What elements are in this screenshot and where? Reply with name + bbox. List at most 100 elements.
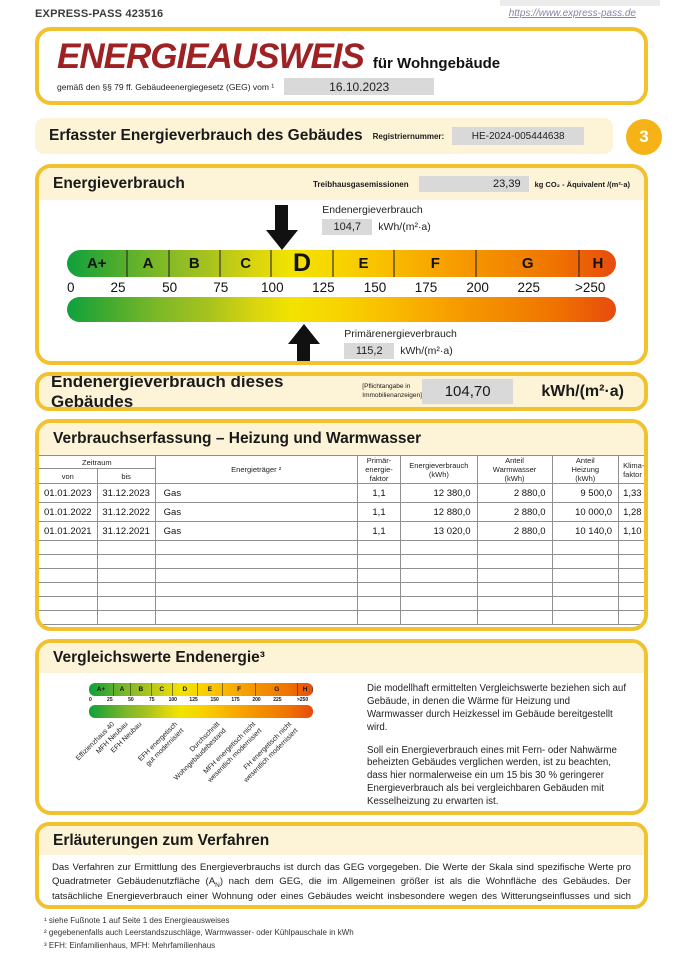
document-reference: EXPRESS-PASS 423516: [35, 8, 164, 20]
cell-heizung: 10 140,0: [551, 521, 620, 541]
certificate-subtitle: für Wohngebäude: [372, 55, 501, 72]
primary-energy-label: Primärenergieverbrauch: [344, 328, 457, 340]
cell-verbrauch: 13 020,0: [400, 521, 478, 541]
cell-klima: 1,10: [618, 521, 644, 541]
mini-energy-scale: A+ A B C D E F G H 0 25 50 75: [89, 683, 313, 718]
cell-klima: 1,33: [618, 483, 644, 503]
cell-von: 01.01.2021: [39, 521, 98, 541]
table-header-row-1: Zeitraum Energieträger ² Primär- energie…: [39, 454, 644, 484]
mini-class-a: A: [114, 683, 131, 696]
mini-class-aplus: A+: [89, 683, 115, 696]
col-anteil-warmwasser: Anteil Warmwasser (kWh): [476, 455, 553, 484]
class-segment-g: G: [477, 250, 580, 277]
mini-class-b: B: [131, 683, 152, 696]
consumption-table: Zeitraum Energieträger ² Primär- energie…: [39, 454, 644, 625]
brand-row: ENERGIEAUSWEIS für Wohngebäude: [57, 39, 626, 74]
explanation-body: Das Verfahren zur Ermittlung des Energie…: [39, 855, 644, 905]
cell-verbrauch: 12 880,0: [400, 502, 478, 522]
down-arrow-icon: [265, 205, 298, 250]
mini-class-g: G: [256, 683, 299, 696]
col-energietraeger: Energieträger ²: [154, 455, 358, 484]
table-title: Verbrauchserfassung – Heizung und Warmwa…: [53, 430, 422, 447]
mini-class-e: E: [198, 683, 223, 696]
cell-pef: 1,1: [356, 483, 402, 503]
class-segment-h: H: [592, 255, 604, 272]
tick-0: 0: [67, 280, 75, 295]
primary-energy-value: 115,2: [344, 343, 395, 359]
tick-75: 75: [213, 280, 229, 295]
ghg-unit: kg CO₂ - Äquivalent /(m²·a): [534, 179, 630, 189]
mini-tick: 0: [89, 697, 92, 703]
mini-tick: 225: [273, 697, 282, 703]
energy-scale: Endenergieverbrauch 104,7 kWh/(m²·a) A+ …: [67, 200, 616, 361]
consumption-table-box: Verbrauchserfassung – Heizung und Warmwa…: [35, 419, 648, 631]
class-segment-e: E: [334, 250, 396, 277]
mini-class-c: C: [152, 683, 173, 696]
footnote-1: ¹ siehe Fußnote 1 auf Seite 1 des Energi…: [44, 916, 230, 925]
title-box: ENERGIEAUSWEIS für Wohngebäude gemäß den…: [35, 27, 648, 105]
tick-250plus: >250: [574, 280, 606, 295]
col-anteil-heizung: Anteil Heizung (kWh): [551, 455, 620, 484]
col-zeitraum: Zeitraum: [39, 454, 156, 470]
primary-energy-pointer-area: Primärenergieverbrauch 115,2 kWh/(m²·a): [67, 322, 616, 361]
cell-warmwasser: 2 880,0: [476, 502, 553, 522]
explanation-text-1: Das Verfahren zur Ermittlung des Energie…: [52, 862, 631, 887]
col-bis: bis: [96, 468, 156, 484]
cell-von: 01.01.2022: [39, 502, 98, 522]
comparison-scale-area: A+ A B C D E F G H 0 25 50 75: [53, 683, 353, 811]
explanation-title: Erläuterungen zum Verfahren: [53, 831, 270, 849]
cell-klima: 1,28: [618, 502, 644, 522]
class-segment-d-current: D: [272, 250, 334, 277]
top-header: EXPRESS-PASS 423516 https://www.express-…: [35, 8, 654, 20]
registry-number-label: Registriernummer:: [372, 131, 445, 141]
mini-tick: 75: [148, 697, 155, 703]
mini-class-d: D: [173, 683, 198, 696]
cell-traeger: Gas: [154, 521, 358, 541]
end-energy-pointer-label: Endenergieverbrauch 104,7 kWh/(m²·a): [322, 204, 431, 235]
energy-class-band: A+ A B C D E F G H: [67, 250, 616, 277]
class-segment-c: C: [221, 250, 273, 277]
table-empty-row: [39, 582, 644, 597]
mini-class-h: H: [298, 683, 313, 696]
tick-50: 50: [162, 280, 178, 295]
cell-warmwasser: 2 880,0: [476, 521, 553, 541]
footnote-2: ² gegebenenfalls auch Leerstandszuschläg…: [44, 928, 354, 938]
mini-tick: 125: [189, 697, 198, 703]
class-segment-f: F: [395, 250, 478, 277]
issue-date-value: 16.10.2023: [284, 78, 435, 95]
provider-url-link[interactable]: https://www.express-pass.de: [508, 8, 636, 19]
cell-traeger: Gas: [154, 483, 358, 503]
primary-energy-gradient-bar: [67, 297, 616, 322]
mini-tick: 150: [210, 697, 219, 703]
comparison-box-header: Vergleichswerte Endenergie³: [39, 643, 644, 673]
table-header-row-2: von bis: [39, 468, 644, 484]
comparison-text-column: Die modellhaft ermittelten Vergleichswer…: [353, 683, 630, 811]
class-segment-aplus: A+: [67, 250, 129, 277]
cell-bis: 31.12.2022: [96, 502, 156, 522]
energy-consumption-box: Energieverbrauch Treibhausgasemissionen …: [35, 164, 648, 365]
table-row-2021: 01.01.2021 31.12.2021 Gas 1,1 13 020,0 2…: [39, 521, 644, 541]
banner-title: Endenergieverbrauch dieses Gebäudes: [51, 372, 284, 411]
comparison-paragraph-1: Die modellhaft ermittelten Vergleichswer…: [367, 683, 627, 733]
explanation-text-2: ) nach dem GEG, die im Allgemeinen größe…: [52, 875, 631, 905]
mini-tick-row: 0 25 50 75 100 125 150 175 200 225 >250: [89, 696, 313, 705]
table-empty-row: [39, 568, 644, 583]
comparison-box: Vergleichswerte Endenergie³ A+ A B C D E…: [35, 639, 648, 815]
comparison-title: Vergleichswerte Endenergie³: [53, 649, 265, 666]
cutoff-gray-box: [500, 0, 660, 6]
class-segment-a: A: [128, 250, 170, 277]
cell-von: 01.01.2023: [39, 483, 98, 503]
registry-number-value: HE-2024-005444638: [452, 127, 585, 145]
col-primaerenergiefaktor: Primär- energie- faktor: [356, 455, 402, 484]
mini-tick: 50: [128, 697, 134, 703]
comparison-paragraph-2: Soll ein Energieverbrauch eines mit Fern…: [367, 744, 617, 808]
footnote-3: ³ EFH: Einfamilienhaus, MFH: Mehrfamilie…: [44, 940, 216, 950]
table-row-2023: 01.01.2023 31.12.2023 Gas 1,1 12 380,0 2…: [39, 483, 644, 503]
mini-tick: 200: [252, 697, 261, 703]
tick-150: 150: [363, 280, 387, 295]
explanation-box-header: Erläuterungen zum Verfahren: [39, 826, 644, 855]
ghg-label: Treibhausgasemissionen: [312, 179, 409, 189]
col-von: von: [39, 468, 98, 484]
end-energy-pointer-area: Endenergieverbrauch 104,7 kWh/(m²·a): [67, 200, 616, 250]
cell-pef: 1,1: [356, 502, 402, 522]
